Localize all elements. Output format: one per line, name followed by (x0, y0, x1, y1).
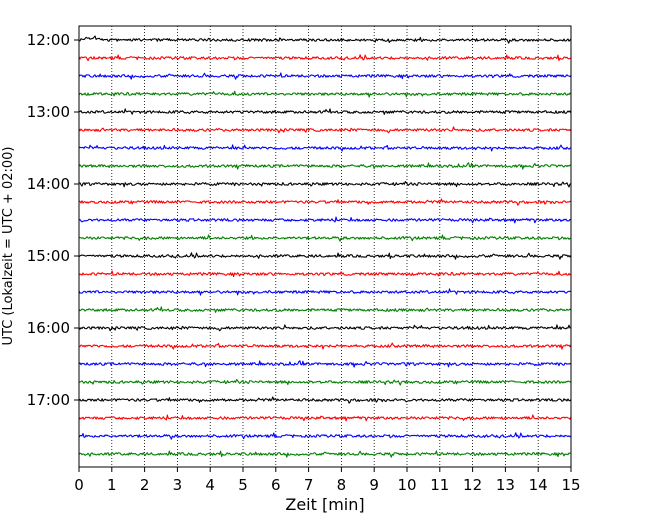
seismogram-traces (78, 35, 572, 458)
y-tick-label: 13:00 (27, 103, 70, 121)
x-axis-ticks: 0 1 2 3 4 5 6 7 8 9 10 11 12 13 14 15 (74, 467, 581, 494)
trace-row (78, 378, 572, 386)
x-axis-label: Zeit [min] (285, 495, 364, 514)
y-tick-label: 17:00 (27, 391, 70, 409)
trace-row (78, 360, 572, 368)
x-tick-label: 8 (337, 476, 347, 494)
trace-row (78, 252, 572, 260)
y-axis-label: UTC (Lokalzeit = UTC + 02:00) (1, 147, 16, 346)
x-tick-label: 10 (397, 476, 416, 494)
trace-row (78, 432, 572, 440)
trace-row (78, 144, 572, 152)
x-tick-label: 12 (463, 476, 482, 494)
x-tick-label: 9 (369, 476, 379, 494)
trace-row (78, 396, 572, 404)
y-tick-label: 14:00 (27, 175, 70, 193)
trace-row (78, 270, 572, 278)
trace-row (78, 414, 572, 422)
y-axis-ticks: 12:00 13:00 14:00 15:00 16:00 17:00 (27, 31, 79, 409)
x-tick-label: 13 (496, 476, 515, 494)
trace-row (78, 108, 572, 115)
trace-row (78, 450, 572, 458)
trace-row (78, 35, 572, 44)
x-tick-label: 14 (529, 476, 548, 494)
y-tick-label: 12:00 (27, 31, 70, 49)
x-tick-label: 2 (140, 476, 150, 494)
trace-row (78, 90, 572, 98)
trace-row (78, 198, 572, 206)
trace-row (78, 216, 572, 224)
trace-row (78, 180, 572, 188)
x-tick-label: 11 (430, 476, 449, 494)
x-tick-label: 3 (173, 476, 183, 494)
trace-row (78, 342, 572, 350)
plot-area (79, 26, 571, 467)
y-tick-label: 15:00 (27, 247, 70, 265)
trace-row (78, 162, 572, 170)
trace-row (78, 126, 572, 134)
x-tick-label: 7 (304, 476, 314, 494)
x-tick-label: 6 (271, 476, 281, 494)
y-tick-label: 16:00 (27, 319, 70, 337)
trace-row (78, 324, 572, 332)
x-tick-label: 4 (205, 476, 215, 494)
trace-row (78, 54, 572, 62)
trace-row (78, 234, 572, 242)
trace-row (78, 306, 572, 313)
trace-row (78, 288, 572, 296)
trace-row (78, 72, 572, 80)
x-tick-label: 1 (107, 476, 117, 494)
x-tick-label: 5 (238, 476, 248, 494)
x-tick-label: 0 (74, 476, 84, 494)
plot-frame (78, 25, 572, 468)
x-tick-label: 15 (561, 476, 580, 494)
